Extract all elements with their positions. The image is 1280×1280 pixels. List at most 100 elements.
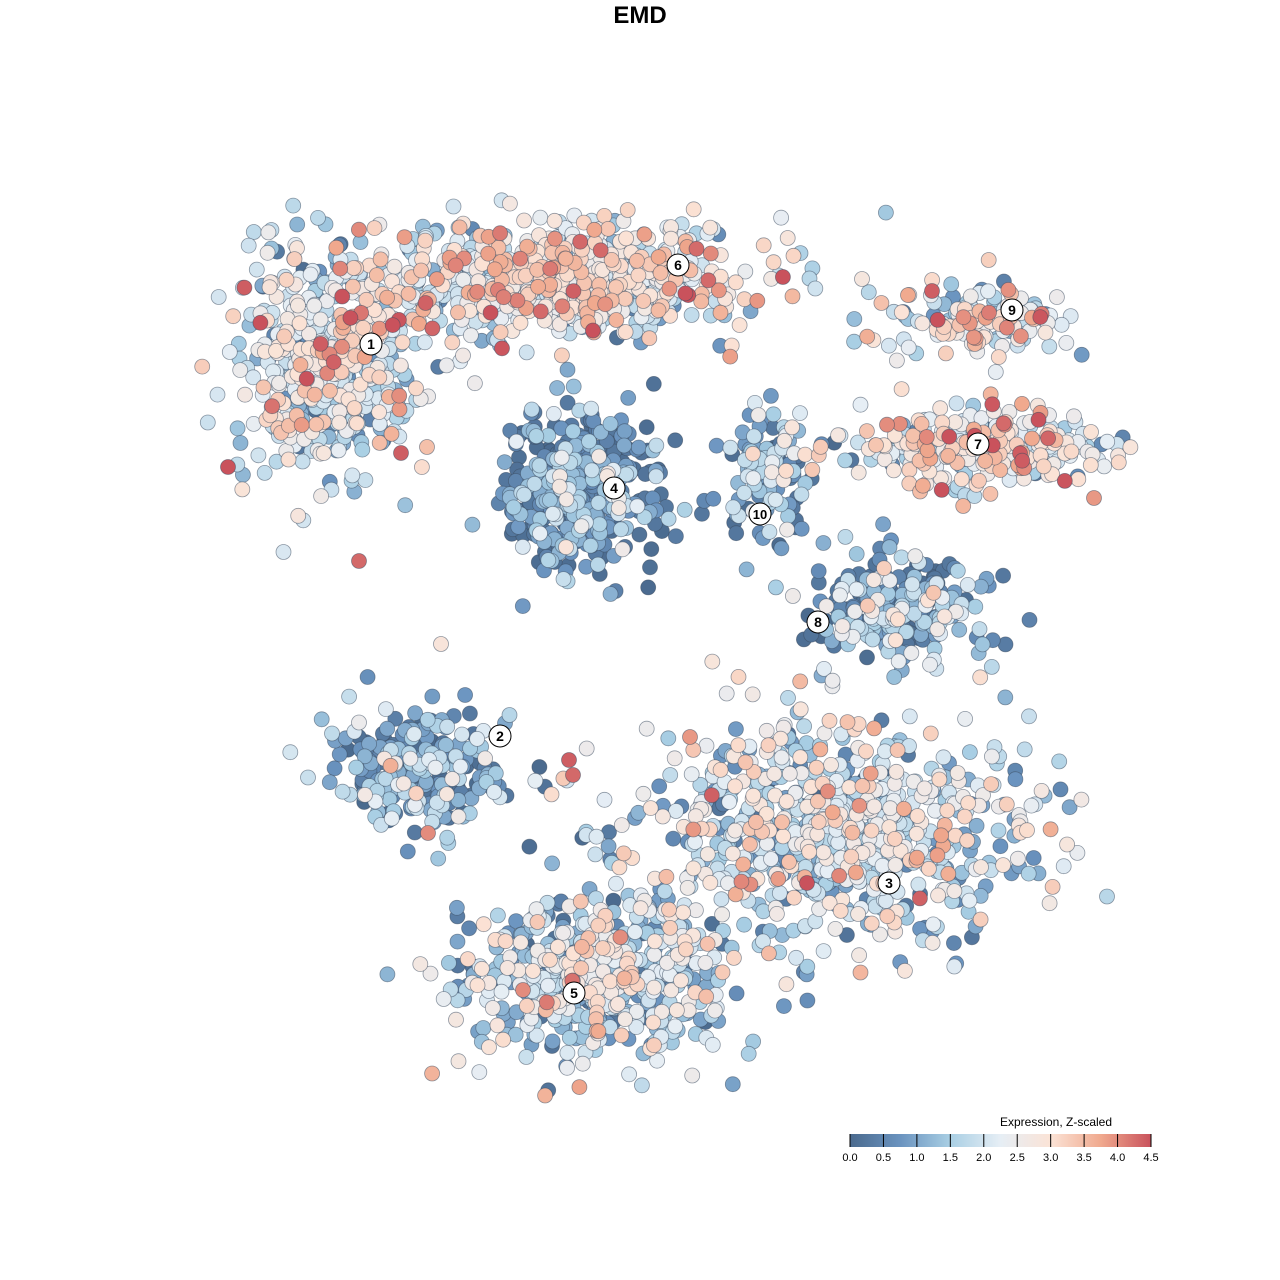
cell-point — [439, 829, 456, 846]
cell-point — [612, 929, 629, 946]
cell-point — [613, 521, 629, 538]
cell-point — [1061, 799, 1078, 816]
cell-point — [302, 266, 319, 283]
cell-point — [712, 304, 729, 321]
cell-point — [328, 239, 345, 256]
cell-point — [348, 415, 365, 432]
cell-point — [424, 1065, 441, 1082]
cell-point — [702, 874, 719, 891]
cell-point — [466, 375, 483, 392]
cell-point — [832, 903, 849, 919]
cell-point — [980, 283, 996, 300]
legend-title: Expression, Z-scaled — [999, 1115, 1113, 1129]
cluster-label-1: 1 — [359, 332, 383, 356]
cell-point — [792, 405, 808, 422]
cell-point — [306, 386, 323, 403]
cluster-label-text: 8 — [814, 614, 822, 630]
cell-point — [530, 278, 546, 295]
cell-point — [744, 686, 761, 703]
cell-point — [910, 876, 927, 893]
cell-point — [386, 258, 403, 275]
cell-point — [893, 549, 910, 566]
cell-point — [430, 850, 447, 867]
cell-point — [608, 875, 624, 892]
cell-point — [930, 887, 946, 904]
cell-point — [792, 701, 809, 718]
cell-point — [276, 328, 293, 345]
cell-point — [990, 822, 1007, 839]
legend-tick-label: 3.0 — [1043, 1152, 1058, 1164]
cell-point — [497, 933, 514, 950]
cell-point — [351, 714, 367, 731]
cell-point — [652, 265, 669, 281]
cell-point — [997, 689, 1014, 706]
cell-point — [588, 828, 605, 845]
cell-point — [408, 785, 425, 802]
cell-point — [951, 621, 968, 638]
cell-point — [859, 597, 876, 614]
cell-point — [815, 844, 832, 861]
cell-point — [540, 977, 556, 994]
cell-point — [613, 817, 630, 833]
cell-point — [240, 237, 257, 254]
cell-point — [799, 875, 815, 891]
cell-point — [1110, 454, 1127, 471]
cell-point — [640, 579, 657, 596]
cluster-label-text: 10 — [753, 507, 767, 522]
cell-point — [256, 464, 273, 481]
cell-point — [346, 400, 363, 417]
cell-point — [834, 618, 851, 635]
cell-point — [1019, 822, 1035, 839]
cell-point — [324, 725, 340, 742]
cell-point — [518, 344, 535, 361]
cell-point — [940, 447, 956, 464]
cell-point — [901, 708, 918, 725]
cell-point — [890, 653, 907, 670]
cell-point — [591, 516, 608, 533]
cell-point — [965, 329, 982, 346]
cell-point — [677, 285, 694, 302]
cell-point — [962, 744, 978, 760]
cluster-label-text: 7 — [974, 436, 982, 452]
cell-point — [596, 791, 613, 808]
cell-point — [469, 283, 486, 300]
cell-point — [765, 406, 782, 423]
cell-point — [821, 712, 838, 729]
cell-point — [289, 216, 306, 233]
cell-point — [730, 669, 747, 685]
cell-point — [763, 387, 779, 404]
cell-point — [408, 380, 424, 397]
cell-point — [725, 499, 742, 516]
cell-point — [925, 916, 942, 933]
cell-point — [793, 520, 810, 537]
cell-point — [909, 849, 925, 866]
cell-point — [545, 405, 562, 422]
cell-point — [259, 244, 276, 261]
legend-tick-label: 2.5 — [1010, 1152, 1025, 1164]
cell-point — [396, 229, 413, 246]
cell-point — [519, 998, 535, 1014]
cell-point — [714, 964, 731, 981]
cell-point — [1024, 430, 1040, 447]
cell-point — [236, 279, 253, 296]
cell-point — [417, 232, 434, 249]
cell-point — [1040, 430, 1056, 447]
cell-point — [775, 269, 791, 285]
cell-point — [1073, 791, 1090, 808]
cell-point — [661, 280, 678, 297]
cell-point — [402, 750, 419, 767]
cell-point — [730, 737, 747, 754]
cell-point — [924, 283, 940, 299]
cell-point — [776, 432, 793, 449]
cell-point — [615, 845, 632, 862]
cell-point — [255, 379, 272, 396]
cell-point — [763, 851, 779, 867]
cell-point — [542, 952, 558, 968]
cell-point — [354, 441, 371, 458]
cell-point — [792, 749, 809, 766]
cell-point — [705, 490, 722, 507]
cell-point — [412, 956, 429, 972]
cell-point — [785, 588, 801, 604]
cell-point — [909, 808, 926, 824]
cell-point — [616, 970, 633, 987]
